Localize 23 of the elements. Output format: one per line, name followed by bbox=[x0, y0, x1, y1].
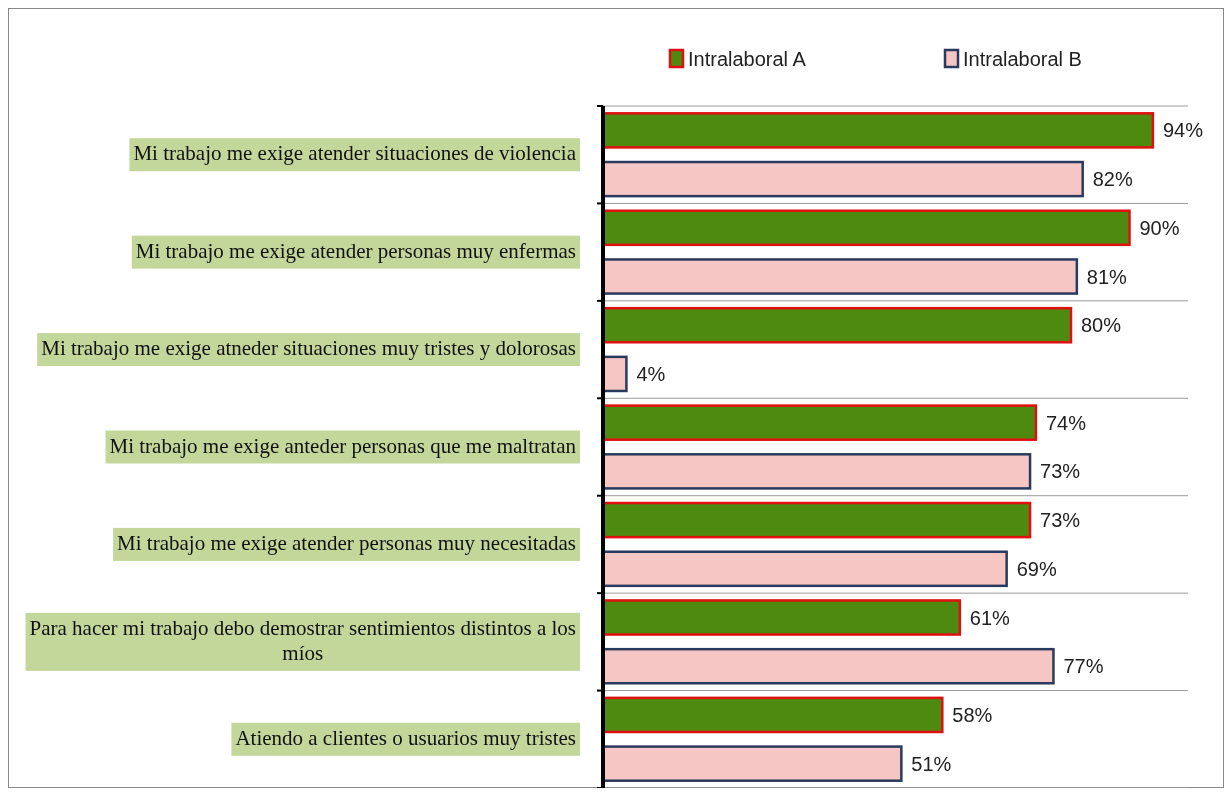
data-label: 73% bbox=[1040, 509, 1081, 532]
data-label: 74% bbox=[1045, 411, 1087, 434]
data-label: 80% bbox=[1081, 314, 1122, 337]
legend-label: Intralaboral A bbox=[688, 48, 807, 70]
legend-label: Intralaboral B bbox=[963, 48, 1082, 70]
y-tick-label: Mi trabajo me exige atneder situaciones muy tristes y dolorosas bbox=[41, 336, 577, 361]
y-tick-label: Para hacer mi trabajo debo demostrar sentimientos distintos a los míos bbox=[29, 615, 576, 665]
data-label: 4% bbox=[636, 362, 666, 385]
y-tick-label: Atiendo a clientes o usuarios muy tristes bbox=[235, 725, 576, 750]
data-label: 82% bbox=[1092, 168, 1133, 191]
y-tick-label: Mi trabajo me exige atender personas muy necesitadas bbox=[117, 530, 576, 555]
data-label: 94% bbox=[1162, 119, 1204, 142]
data-label: 51% bbox=[911, 752, 952, 775]
data-label: 90% bbox=[1139, 216, 1180, 239]
y-tick-label: Mi trabajo me exige atender personas muy enfermas bbox=[135, 238, 577, 263]
data-label: 77% bbox=[1063, 655, 1104, 678]
data-label: 61% bbox=[969, 606, 1011, 629]
data-label: 81% bbox=[1086, 265, 1128, 288]
data-label: 58% bbox=[952, 703, 993, 726]
y-tick-label: Mi trabajo me exige atender situaciones de violencia bbox=[133, 141, 577, 166]
data-label: 73% bbox=[1040, 460, 1081, 483]
y-tick-label: Mi trabajo me exige anteder personas que me maltratan bbox=[109, 433, 577, 458]
data-label: 69% bbox=[1016, 557, 1057, 580]
